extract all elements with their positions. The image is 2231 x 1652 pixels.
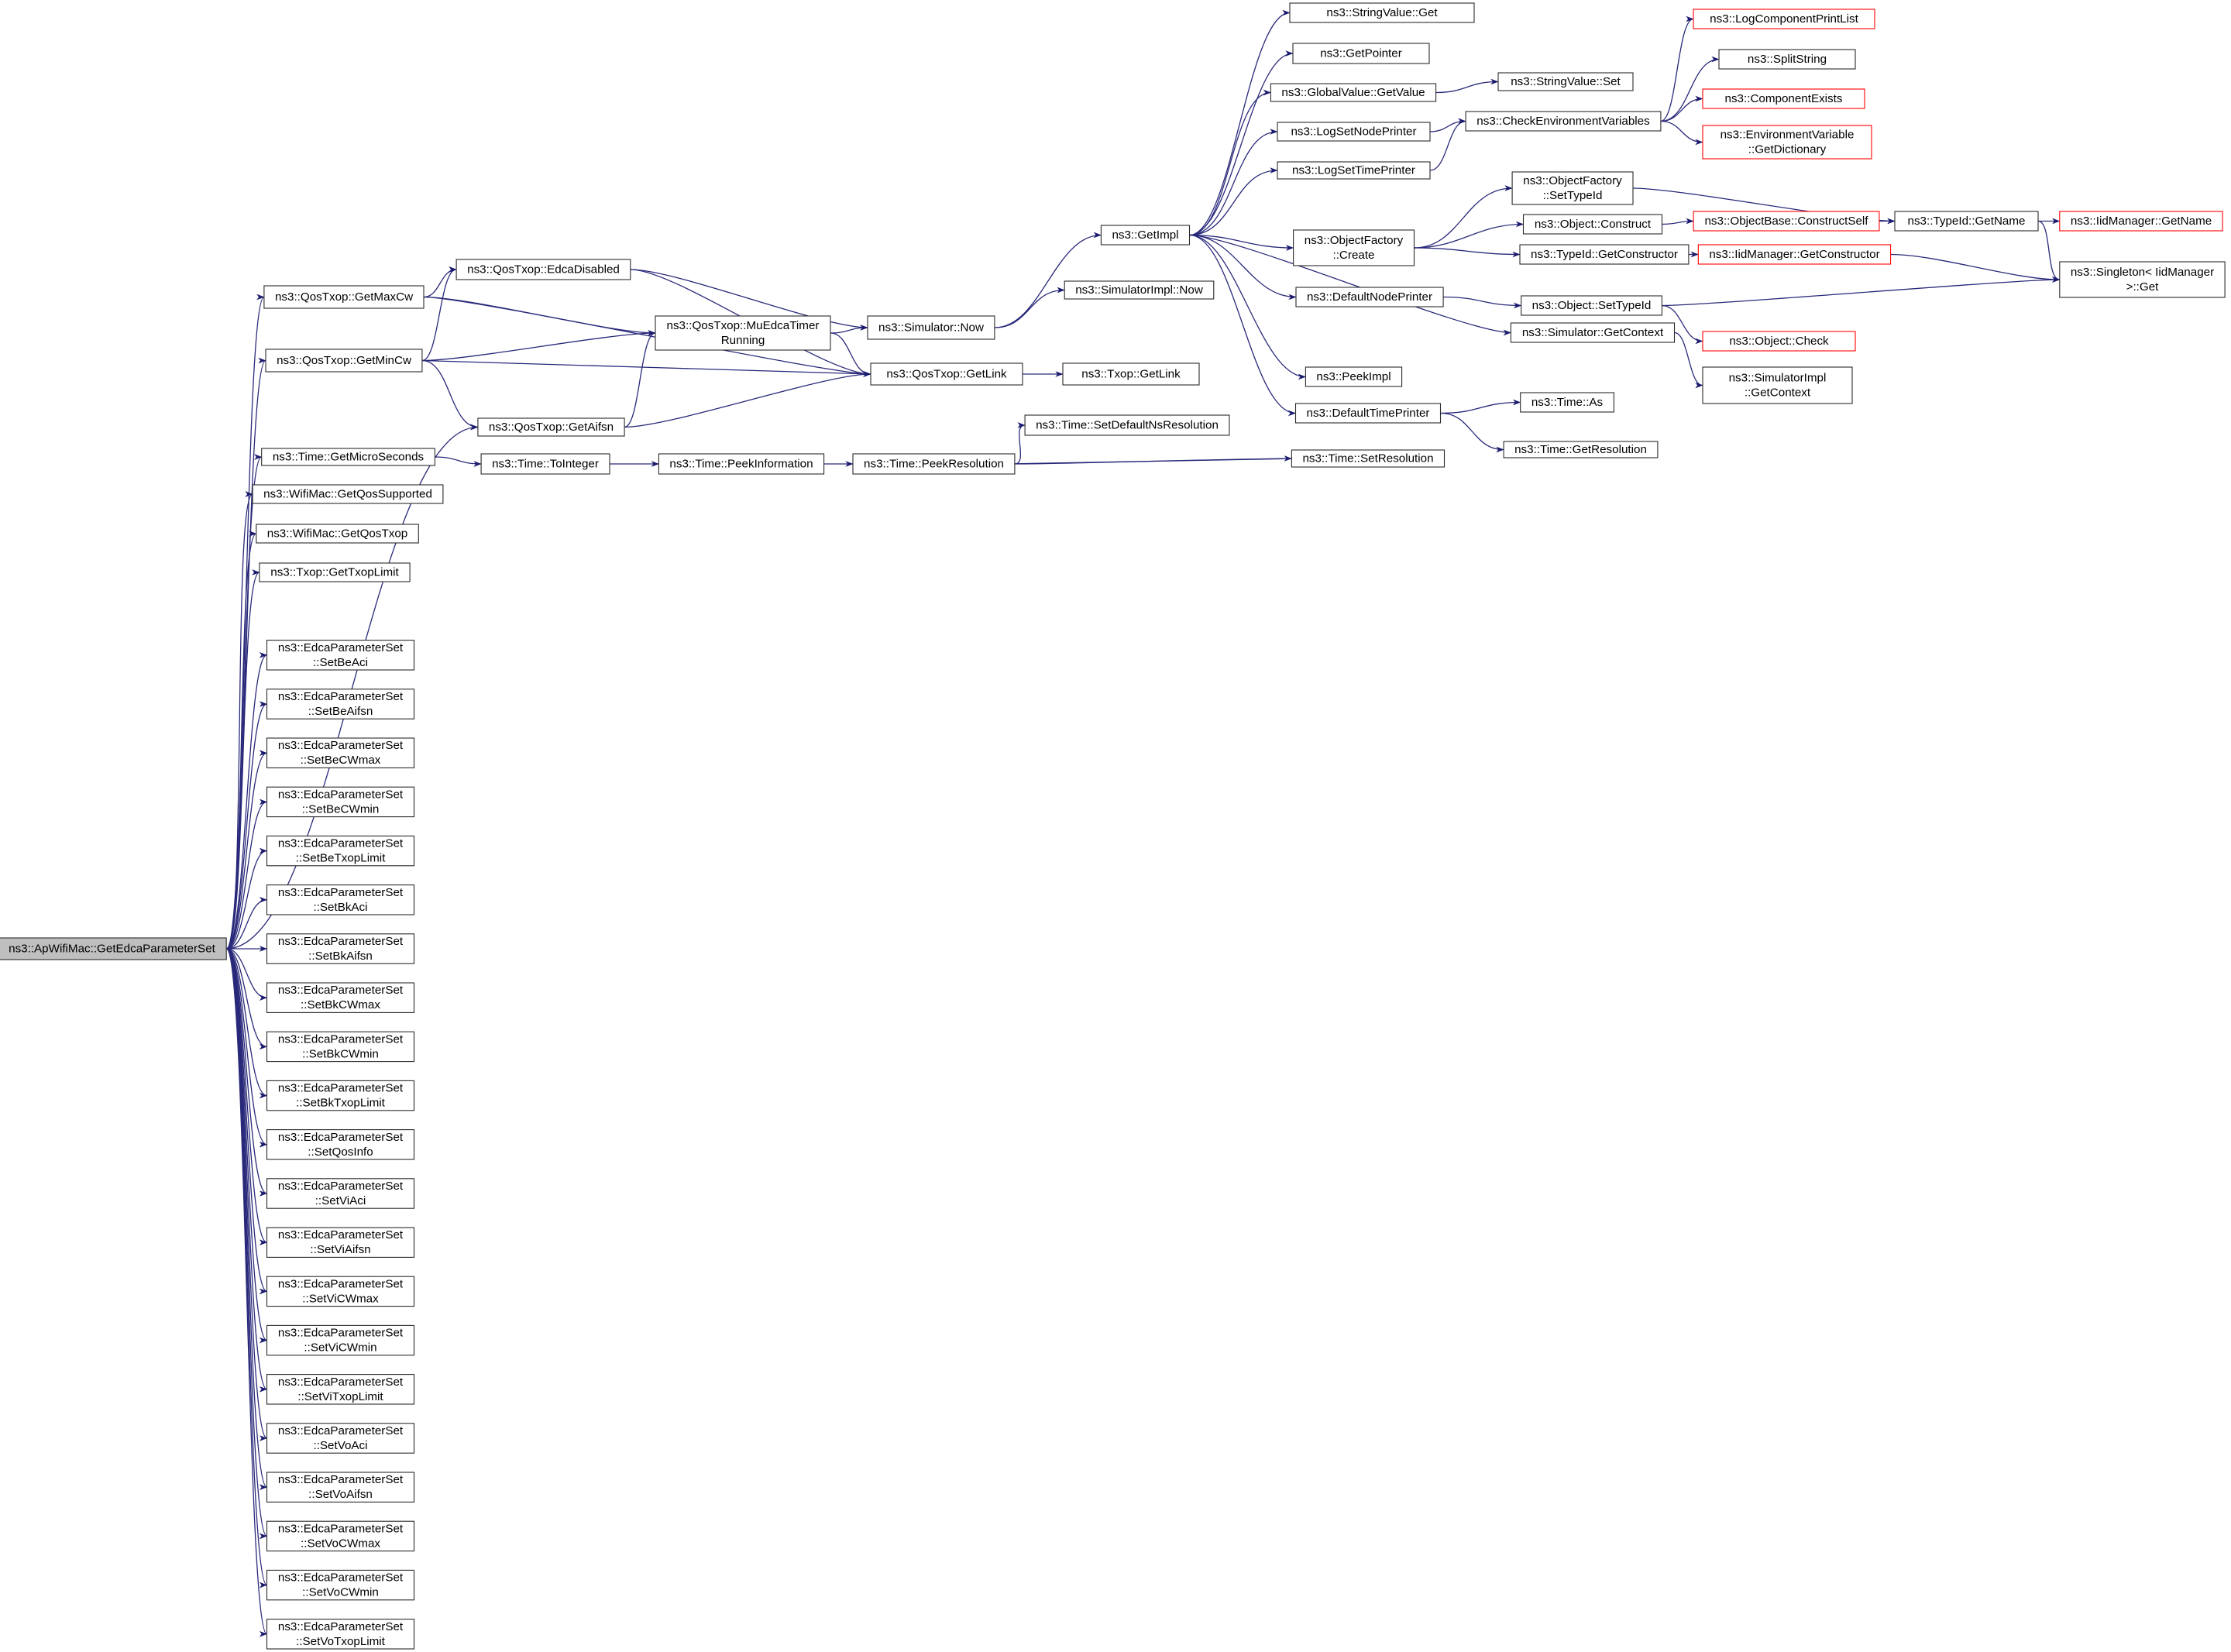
svg-text:ns3::EdcaParameterSet: ns3::EdcaParameterSet [278,1327,404,1340]
svg-text:ns3::EdcaParameterSet: ns3::EdcaParameterSet [278,1082,404,1095]
svg-text:ns3::LogComponentPrintList: ns3::LogComponentPrintList [1710,12,1858,26]
svg-text:::SetBeTxopLimit: ::SetBeTxopLimit [296,852,386,865]
svg-text:ns3::EdcaParameterSet: ns3::EdcaParameterSet [278,1032,404,1046]
svg-text:::SetBeCWmax: ::SetBeCWmax [301,754,381,767]
svg-text:::SetBeCWmin: ::SetBeCWmin [302,802,380,816]
svg-text:ns3::EdcaParameterSet: ns3::EdcaParameterSet [278,935,404,948]
svg-text:ns3::Object::SetTypeId: ns3::Object::SetTypeId [1532,299,1652,312]
svg-text:::SetVoCWmin: ::SetVoCWmin [302,1586,379,1599]
svg-text:::SetBkAci: ::SetBkAci [313,901,367,914]
svg-text:ns3::WifiMac::GetQosSupported: ns3::WifiMac::GetQosSupported [263,488,432,501]
svg-text:ns3::EdcaParameterSet: ns3::EdcaParameterSet [278,1522,404,1535]
svg-text:::SetBeAci: ::SetBeAci [313,656,368,669]
svg-text:ns3::QosTxop::GetAifsn: ns3::QosTxop::GetAifsn [489,421,614,434]
svg-text:::SetVoTxopLimit: ::SetVoTxopLimit [296,1635,386,1648]
svg-text:ns3::TypeId::GetConstructor: ns3::TypeId::GetConstructor [1531,248,1678,261]
svg-text:::SetBkAifsn: ::SetBkAifsn [308,950,373,963]
svg-text:Running: Running [721,334,765,347]
svg-text:ns3::SimulatorImpl::Now: ns3::SimulatorImpl::Now [1075,283,1203,297]
svg-text:ns3::Simulator::GetContext: ns3::Simulator::GetContext [1522,326,1664,339]
svg-text:ns3::EdcaParameterSet: ns3::EdcaParameterSet [278,641,404,654]
svg-text:::GetContext: ::GetContext [1745,386,1811,400]
svg-text:ns3::PeekImpl: ns3::PeekImpl [1316,370,1391,383]
svg-text:ns3::Txop::GetLink: ns3::Txop::GetLink [1081,368,1181,381]
svg-text:ns3::Object::Check: ns3::Object::Check [1729,335,1829,348]
svg-text:ns3::DefaultTimePrinter: ns3::DefaultTimePrinter [1307,407,1430,420]
svg-text:ns3::Time::SetDefaultNsResolut: ns3::Time::SetDefaultNsResolution [1036,419,1219,432]
svg-text:ns3::CheckEnvironmentVariables: ns3::CheckEnvironmentVariables [1476,115,1650,128]
svg-text:ns3::EdcaParameterSet: ns3::EdcaParameterSet [278,1228,404,1242]
svg-text:ns3::StringValue::Set: ns3::StringValue::Set [1511,75,1621,88]
svg-text:::SetBkCWmin: ::SetBkCWmin [302,1047,379,1060]
svg-text:::SetViAifsn: ::SetViAifsn [310,1243,370,1256]
svg-text:::SetViAci: ::SetViAci [315,1194,366,1207]
svg-text:::GetDictionary: ::GetDictionary [1748,143,1827,156]
svg-text:ns3::EdcaParameterSet: ns3::EdcaParameterSet [278,739,404,752]
svg-text:ns3::LogSetNodePrinter: ns3::LogSetNodePrinter [1291,125,1416,139]
svg-text:ns3::Time::As: ns3::Time::As [1531,396,1604,409]
svg-text:>::Get: >::Get [2126,280,2160,294]
svg-text:ns3::QosTxop::GetLink: ns3::QosTxop::GetLink [886,368,1007,381]
svg-text:ns3::EdcaParameterSet: ns3::EdcaParameterSet [278,1376,404,1389]
svg-text:ns3::DefaultNodePrinter: ns3::DefaultNodePrinter [1307,290,1432,304]
svg-text:ns3::TypeId::GetName: ns3::TypeId::GetName [1908,215,2026,228]
svg-text:ns3::ObjectFactory: ns3::ObjectFactory [1523,174,1622,187]
svg-text:ns3::Object::Construct: ns3::Object::Construct [1535,218,1652,231]
svg-text:::SetVoAifsn: ::SetVoAifsn [308,1488,373,1501]
svg-text:::SetViCWmin: ::SetViCWmin [304,1341,376,1355]
svg-text:ns3::GetImpl: ns3::GetImpl [1112,228,1178,242]
svg-text:ns3::LogSetTimePrinter: ns3::LogSetTimePrinter [1292,164,1415,177]
svg-text:ns3::EdcaParameterSet: ns3::EdcaParameterSet [278,984,404,997]
svg-text:ns3::SimulatorImpl: ns3::SimulatorImpl [1729,372,1827,385]
svg-text:::SetQosInfo: ::SetQosInfo [308,1145,373,1159]
svg-text:ns3::EdcaParameterSet: ns3::EdcaParameterSet [278,837,404,850]
svg-text:ns3::Simulator::Now: ns3::Simulator::Now [878,321,984,335]
svg-text:::SetVoCWmax: ::SetVoCWmax [301,1537,380,1550]
svg-text:ns3::QosTxop::MuEdcaTimer: ns3::QosTxop::MuEdcaTimer [667,319,820,332]
svg-text:ns3::Singleton< IidManager: ns3::Singleton< IidManager [2071,266,2214,279]
svg-text:ns3::EdcaParameterSet: ns3::EdcaParameterSet [278,886,404,899]
svg-text:ns3::Time::GetResolution: ns3::Time::GetResolution [1514,443,1647,456]
svg-text:::SetViTxopLimit: ::SetViTxopLimit [297,1390,383,1403]
svg-text:ns3::EnvironmentVariable: ns3::EnvironmentVariable [1721,129,1855,142]
svg-text:::SetVoAci: ::SetVoAci [313,1439,367,1452]
svg-text:ns3::QosTxop::EdcaDisabled: ns3::QosTxop::EdcaDisabled [467,263,620,276]
svg-text:ns3::SplitString: ns3::SplitString [1748,53,1827,66]
svg-text:ns3::WifiMac::GetQosTxop: ns3::WifiMac::GetQosTxop [267,527,407,541]
svg-text:ns3::ObjectBase::ConstructSelf: ns3::ObjectBase::ConstructSelf [1704,215,1868,228]
svg-text:ns3::EdcaParameterSet: ns3::EdcaParameterSet [278,1180,404,1193]
svg-text:ns3::EdcaParameterSet: ns3::EdcaParameterSet [278,1131,404,1144]
svg-text:ns3::GetPointer: ns3::GetPointer [1320,47,1402,60]
svg-text:ns3::EdcaParameterSet: ns3::EdcaParameterSet [278,1620,404,1633]
svg-text:ns3::Time::GetMicroSeconds: ns3::Time::GetMicroSeconds [273,451,425,464]
svg-text:ns3::EdcaParameterSet: ns3::EdcaParameterSet [278,1473,404,1486]
svg-text:ns3::EdcaParameterSet: ns3::EdcaParameterSet [278,788,404,801]
svg-text:ns3::ApWifiMac::GetEdcaParamet: ns3::ApWifiMac::GetEdcaParameterSet [9,943,216,956]
svg-text:ns3::QosTxop::GetMaxCw: ns3::QosTxop::GetMaxCw [275,290,413,304]
svg-text:::SetViCWmax: ::SetViCWmax [302,1292,379,1305]
svg-text:ns3::QosTxop::GetMinCw: ns3::QosTxop::GetMinCw [277,354,411,367]
svg-text:ns3::GlobalValue::GetValue: ns3::GlobalValue::GetValue [1281,86,1425,99]
svg-text:::Create: ::Create [1332,249,1374,262]
svg-text:ns3::EdcaParameterSet: ns3::EdcaParameterSet [278,1277,404,1290]
svg-text:ns3::StringValue::Get: ns3::StringValue::Get [1326,6,1438,19]
svg-text:ns3::ComponentExists: ns3::ComponentExists [1725,92,1843,105]
svg-text:ns3::Time::SetResolution: ns3::Time::SetResolution [1302,452,1433,465]
svg-text:::SetBeAifsn: ::SetBeAifsn [308,705,373,718]
svg-text:::SetBkTxopLimit: ::SetBkTxopLimit [296,1097,386,1110]
svg-text:ns3::IidManager::GetConstructo: ns3::IidManager::GetConstructor [1709,248,1879,261]
svg-text:ns3::ObjectFactory: ns3::ObjectFactory [1305,234,1404,247]
svg-text:ns3::EdcaParameterSet: ns3::EdcaParameterSet [278,690,404,703]
svg-text:::SetTypeId: ::SetTypeId [1543,189,1603,202]
svg-text:ns3::Txop::GetTxopLimit: ns3::Txop::GetTxopLimit [270,566,399,579]
svg-text:ns3::EdcaParameterSet: ns3::EdcaParameterSet [278,1571,404,1585]
svg-text:ns3::IidManager::GetName: ns3::IidManager::GetName [2071,215,2212,228]
svg-text:::SetBkCWmax: ::SetBkCWmax [301,998,380,1011]
svg-text:ns3::EdcaParameterSet: ns3::EdcaParameterSet [278,1424,404,1437]
svg-text:ns3::Time::ToInteger: ns3::Time::ToInteger [492,458,599,471]
svg-text:ns3::Time::PeekInformation: ns3::Time::PeekInformation [669,458,813,471]
svg-text:ns3::Time::PeekResolution: ns3::Time::PeekResolution [864,458,1004,471]
